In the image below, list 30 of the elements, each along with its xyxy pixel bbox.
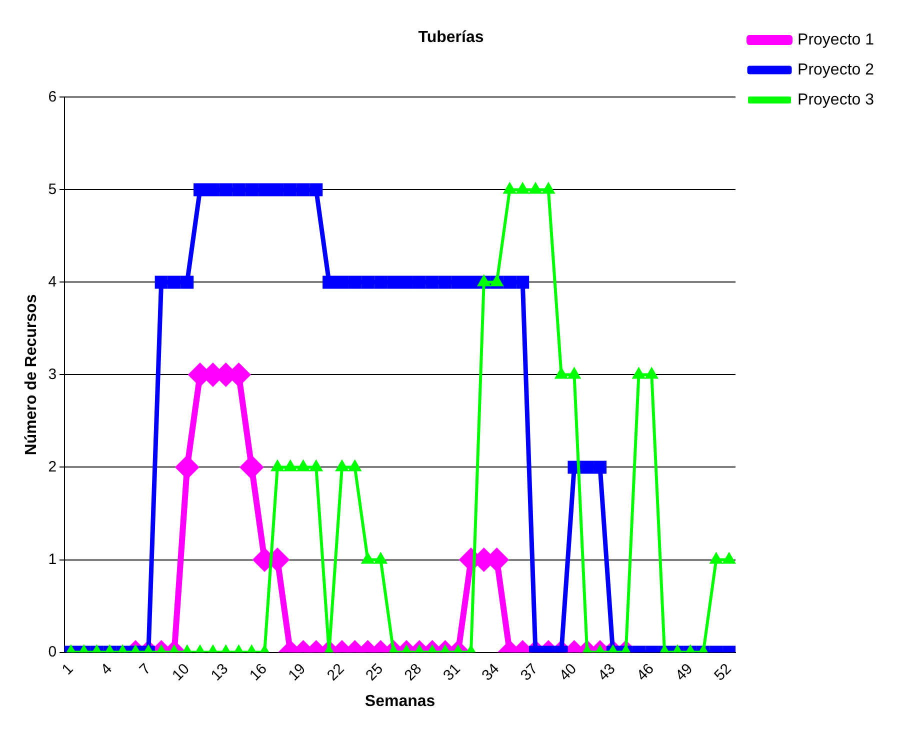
x-tick-label: 25 [362,660,386,684]
x-tick-label: 43 [594,660,619,684]
x-tick-label: 22 [324,660,348,684]
chart-title: Tuberías [418,29,484,46]
x-tick-label: 13 [208,660,232,684]
x-tick-label: 46 [634,660,658,684]
x-tick-label: 52 [711,660,735,684]
y-tick-label: 4 [48,273,57,290]
x-tick-label: 28 [401,660,426,684]
legend-label: Proyecto 3 [798,91,874,108]
y-tick-label: 0 [48,643,57,660]
x-tick-label: 37 [517,660,542,684]
x-tick-label: 19 [285,660,310,684]
y-tick-label: 6 [48,88,57,106]
legend-label: Proyecto 1 [798,31,874,48]
y-tick-label: 2 [48,458,57,476]
y-tick-label: 5 [48,180,57,198]
x-axis-title: Semanas [364,692,436,710]
x-tick-label: 31 [440,660,464,684]
x-tick-label: 7 [136,660,154,678]
x-tick-label: 40 [556,660,580,684]
x-tick-label: 16 [246,660,270,684]
x-tick-label: 34 [478,660,503,684]
y-tick-label: 3 [48,366,57,383]
x-tick-label: 10 [169,660,193,684]
y-axis-title: Número de Recursos [23,294,40,456]
x-tick-label: 49 [672,660,696,684]
y-tick-label: 1 [48,550,57,568]
x-tick-label: 4 [98,660,116,678]
legend-label: Proyecto 2 [798,61,874,78]
